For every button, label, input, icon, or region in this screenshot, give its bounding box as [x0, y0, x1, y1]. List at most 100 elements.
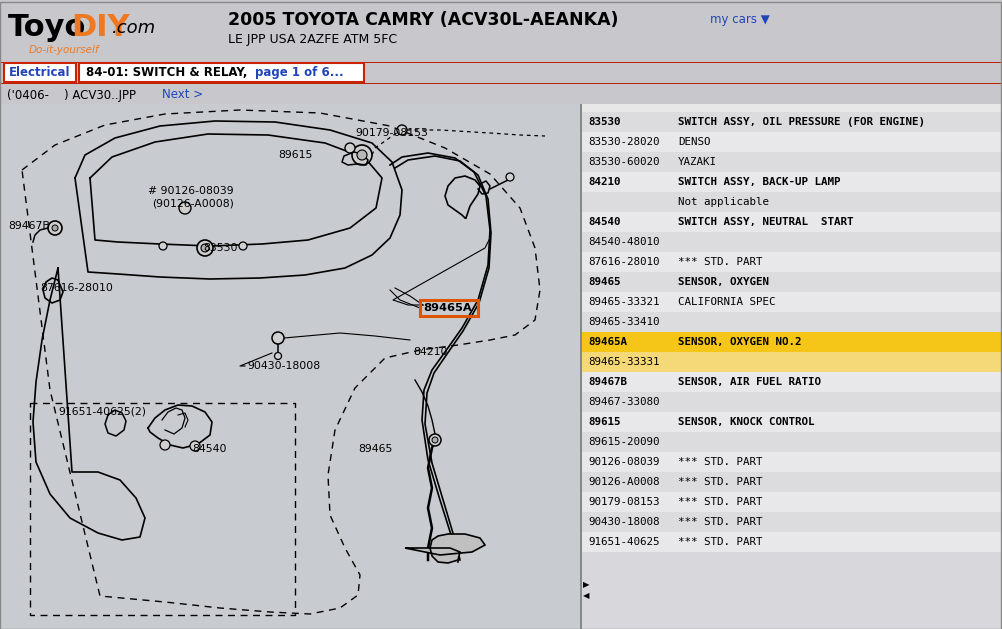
- Bar: [79, 63, 364, 82]
- Text: 91651-40625(2): 91651-40625(2): [58, 406, 146, 416]
- Circle shape: [275, 352, 282, 360]
- Text: 84210: 84210: [587, 177, 620, 187]
- Text: 83530-60020: 83530-60020: [587, 157, 659, 167]
- Text: Next >: Next >: [162, 89, 203, 101]
- Bar: [581, 372, 1000, 392]
- Text: 83530-28020: 83530-28020: [587, 137, 659, 147]
- Text: 84540: 84540: [191, 444, 226, 454]
- Circle shape: [189, 441, 199, 451]
- Text: SWITCH ASSY, NEUTRAL  START: SWITCH ASSY, NEUTRAL START: [677, 217, 853, 227]
- Text: 91651-40625: 91651-40625: [587, 537, 659, 547]
- Bar: [581, 212, 1000, 232]
- Bar: [581, 132, 1000, 152]
- Circle shape: [178, 202, 190, 214]
- Bar: [581, 452, 1000, 472]
- Circle shape: [352, 145, 372, 165]
- Text: 87616-28010: 87616-28010: [40, 283, 113, 293]
- Text: 90126-A0008: 90126-A0008: [587, 477, 659, 487]
- Text: 90430-18008: 90430-18008: [246, 361, 320, 371]
- Bar: [581, 392, 1000, 412]
- Text: Electrical: Electrical: [9, 66, 71, 79]
- Text: 90179-08153: 90179-08153: [587, 497, 659, 507]
- Circle shape: [52, 225, 58, 231]
- Bar: [581, 272, 1000, 292]
- Text: 89615-20090: 89615-20090: [587, 437, 659, 447]
- Text: 84210: 84210: [413, 347, 447, 357]
- Circle shape: [505, 173, 513, 181]
- Text: *** STD. PART: *** STD. PART: [677, 457, 762, 467]
- Text: 90126-08039: 90126-08039: [587, 457, 659, 467]
- Circle shape: [429, 434, 441, 446]
- Circle shape: [397, 125, 407, 135]
- Text: SWITCH ASSY, BACK-UP LAMP: SWITCH ASSY, BACK-UP LAMP: [677, 177, 840, 187]
- Text: DENSO: DENSO: [677, 137, 709, 147]
- Text: YAZAKI: YAZAKI: [677, 157, 716, 167]
- Text: my cars ▼: my cars ▼: [709, 13, 769, 26]
- Text: # 90126-08039: # 90126-08039: [148, 186, 233, 196]
- Circle shape: [48, 221, 62, 235]
- Circle shape: [196, 240, 212, 256]
- Text: 84540-48010: 84540-48010: [587, 237, 659, 247]
- Circle shape: [272, 332, 284, 344]
- Bar: [581, 172, 1000, 192]
- Text: *** STD. PART: *** STD. PART: [677, 537, 762, 547]
- Text: 2005 TOYOTA CAMRY (ACV30L-AEANKA): 2005 TOYOTA CAMRY (ACV30L-AEANKA): [227, 11, 618, 29]
- Bar: [0, 82, 1002, 84]
- Circle shape: [357, 150, 367, 160]
- Circle shape: [159, 242, 167, 250]
- Text: SWITCH ASSY, OIL PRESSURE (FOR ENGINE): SWITCH ASSY, OIL PRESSURE (FOR ENGINE): [677, 117, 924, 127]
- Text: *** STD. PART: *** STD. PART: [677, 517, 762, 527]
- Bar: [0, 0, 1002, 62]
- Bar: [581, 252, 1000, 272]
- Bar: [581, 312, 1000, 332]
- Bar: [0, 62, 1002, 63]
- Bar: [581, 352, 1000, 372]
- Bar: [581, 192, 1000, 212]
- Text: 84-01: SWITCH & RELAY,: 84-01: SWITCH & RELAY,: [86, 66, 247, 79]
- Bar: [1, 104, 579, 629]
- Circle shape: [200, 244, 208, 252]
- Circle shape: [345, 143, 355, 153]
- Text: 89467-33080: 89467-33080: [587, 397, 659, 407]
- Bar: [581, 492, 1000, 512]
- Text: 89467B: 89467B: [8, 221, 50, 231]
- Bar: [581, 512, 1000, 532]
- Bar: [581, 532, 1000, 552]
- Text: 89465-33331: 89465-33331: [587, 357, 659, 367]
- Text: ▶
◀: ▶ ◀: [582, 581, 588, 599]
- Text: Not applicable: Not applicable: [677, 197, 769, 207]
- Bar: [581, 232, 1000, 252]
- Text: 84540: 84540: [587, 217, 620, 227]
- Text: Toyo: Toyo: [8, 13, 86, 43]
- Bar: [581, 104, 1001, 629]
- Text: 90430-18008: 90430-18008: [587, 517, 659, 527]
- Text: 89465A: 89465A: [423, 303, 471, 313]
- Bar: [581, 292, 1000, 312]
- Text: 89465: 89465: [587, 277, 620, 287]
- Text: *** STD. PART: *** STD. PART: [677, 477, 762, 487]
- Bar: [581, 332, 1000, 352]
- Bar: [579, 104, 581, 629]
- Text: 89465-33410: 89465-33410: [587, 317, 659, 327]
- Circle shape: [160, 440, 169, 450]
- Text: ('0406-    ) ACV30..JPP: ('0406- ) ACV30..JPP: [7, 89, 136, 101]
- Text: 89465-33321: 89465-33321: [587, 297, 659, 307]
- Text: (90126-A0008): (90126-A0008): [152, 199, 233, 209]
- Text: 89615: 89615: [278, 150, 312, 160]
- Text: 90179-08153: 90179-08153: [355, 128, 428, 138]
- Text: 89467B: 89467B: [587, 377, 626, 387]
- Text: 89465A: 89465A: [587, 337, 626, 347]
- Text: SENSOR, OXYGEN NO.2: SENSOR, OXYGEN NO.2: [677, 337, 801, 347]
- Bar: [581, 472, 1000, 492]
- Text: 89465: 89465: [358, 444, 392, 454]
- Text: LE JPP USA 2AZFE ATM 5FC: LE JPP USA 2AZFE ATM 5FC: [227, 33, 397, 47]
- Text: 83530: 83530: [202, 243, 237, 253]
- Text: 87616-28010: 87616-28010: [587, 257, 659, 267]
- Bar: [4, 63, 76, 82]
- Text: SENSOR, AIR FUEL RATIO: SENSOR, AIR FUEL RATIO: [677, 377, 821, 387]
- Circle shape: [432, 437, 438, 443]
- Text: Do-it-yourself: Do-it-yourself: [29, 45, 99, 55]
- Bar: [420, 300, 478, 316]
- Bar: [581, 432, 1000, 452]
- Bar: [581, 104, 1001, 529]
